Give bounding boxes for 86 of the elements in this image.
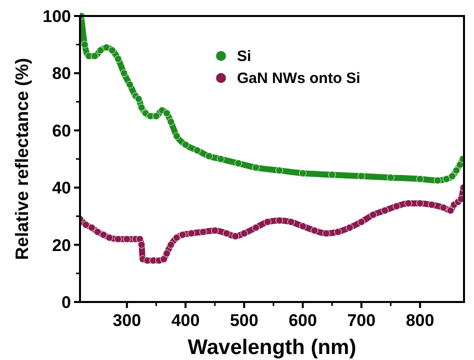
point [194, 146, 201, 154]
y-tick-label: 80 [52, 64, 71, 84]
point [88, 224, 96, 232]
point [126, 80, 134, 88]
point [96, 46, 104, 54]
point [163, 250, 171, 258]
point [100, 231, 108, 239]
legend-label: Si [237, 48, 252, 65]
point [222, 230, 230, 238]
point [404, 200, 412, 208]
point [167, 118, 175, 126]
point [434, 176, 442, 184]
point [299, 222, 307, 230]
point [138, 241, 146, 249]
point [199, 228, 207, 236]
point [123, 235, 131, 243]
point [322, 230, 330, 238]
point [178, 231, 186, 239]
point [416, 175, 424, 183]
point [120, 69, 128, 77]
point [252, 164, 260, 172]
point [334, 228, 342, 236]
point [287, 218, 295, 226]
point [136, 235, 144, 243]
point [163, 109, 171, 117]
point [114, 235, 122, 243]
x-tick-label: 500 [230, 311, 258, 330]
point [358, 218, 366, 226]
point [80, 40, 88, 48]
point [188, 230, 196, 238]
x-tick-label: 800 [406, 311, 434, 330]
point [299, 170, 307, 178]
point [428, 201, 436, 209]
point [216, 155, 224, 163]
point [328, 170, 336, 178]
y-tick-label: 0 [62, 293, 71, 312]
x-axis-title: Wavelength (nm) [188, 336, 356, 359]
point [172, 132, 180, 140]
point [276, 166, 284, 174]
point [182, 140, 190, 148]
point [82, 221, 90, 229]
point [205, 152, 213, 160]
point [114, 55, 122, 63]
point [346, 224, 354, 232]
point [369, 211, 377, 219]
x-tick-label: 700 [347, 311, 376, 330]
point [457, 195, 464, 203]
point [381, 206, 389, 214]
y-axis-title: Relative reflectance (%) [12, 58, 32, 260]
y-tick-label: 40 [52, 178, 71, 198]
y-tick-label: 20 [52, 236, 71, 255]
y-tick-label: 60 [52, 121, 71, 140]
point [94, 228, 102, 236]
point [108, 46, 116, 54]
point [442, 175, 450, 183]
point [386, 174, 394, 182]
point [252, 224, 260, 232]
point [167, 241, 175, 249]
point [452, 166, 460, 174]
point [211, 226, 219, 234]
point [232, 232, 240, 240]
point [358, 172, 366, 180]
x-tick-label: 300 [112, 311, 142, 330]
point [90, 52, 98, 60]
point [160, 255, 168, 263]
point [392, 202, 400, 210]
point [456, 160, 464, 168]
point [234, 160, 242, 168]
point [106, 234, 114, 242]
point [440, 204, 448, 212]
point [102, 44, 110, 52]
point [172, 234, 180, 242]
point [152, 112, 160, 120]
point [310, 226, 318, 234]
point [138, 104, 146, 112]
point [240, 230, 248, 238]
point [416, 200, 424, 208]
point [134, 95, 142, 103]
point [264, 218, 272, 226]
legend-label: GaN NWs onto Si [237, 70, 360, 87]
point [276, 216, 284, 224]
y-tick-label: 100 [42, 7, 71, 26]
point [446, 206, 454, 214]
point [448, 172, 456, 180]
x-tick-label: 400 [171, 311, 200, 330]
x-tick-label: 600 [288, 311, 317, 330]
